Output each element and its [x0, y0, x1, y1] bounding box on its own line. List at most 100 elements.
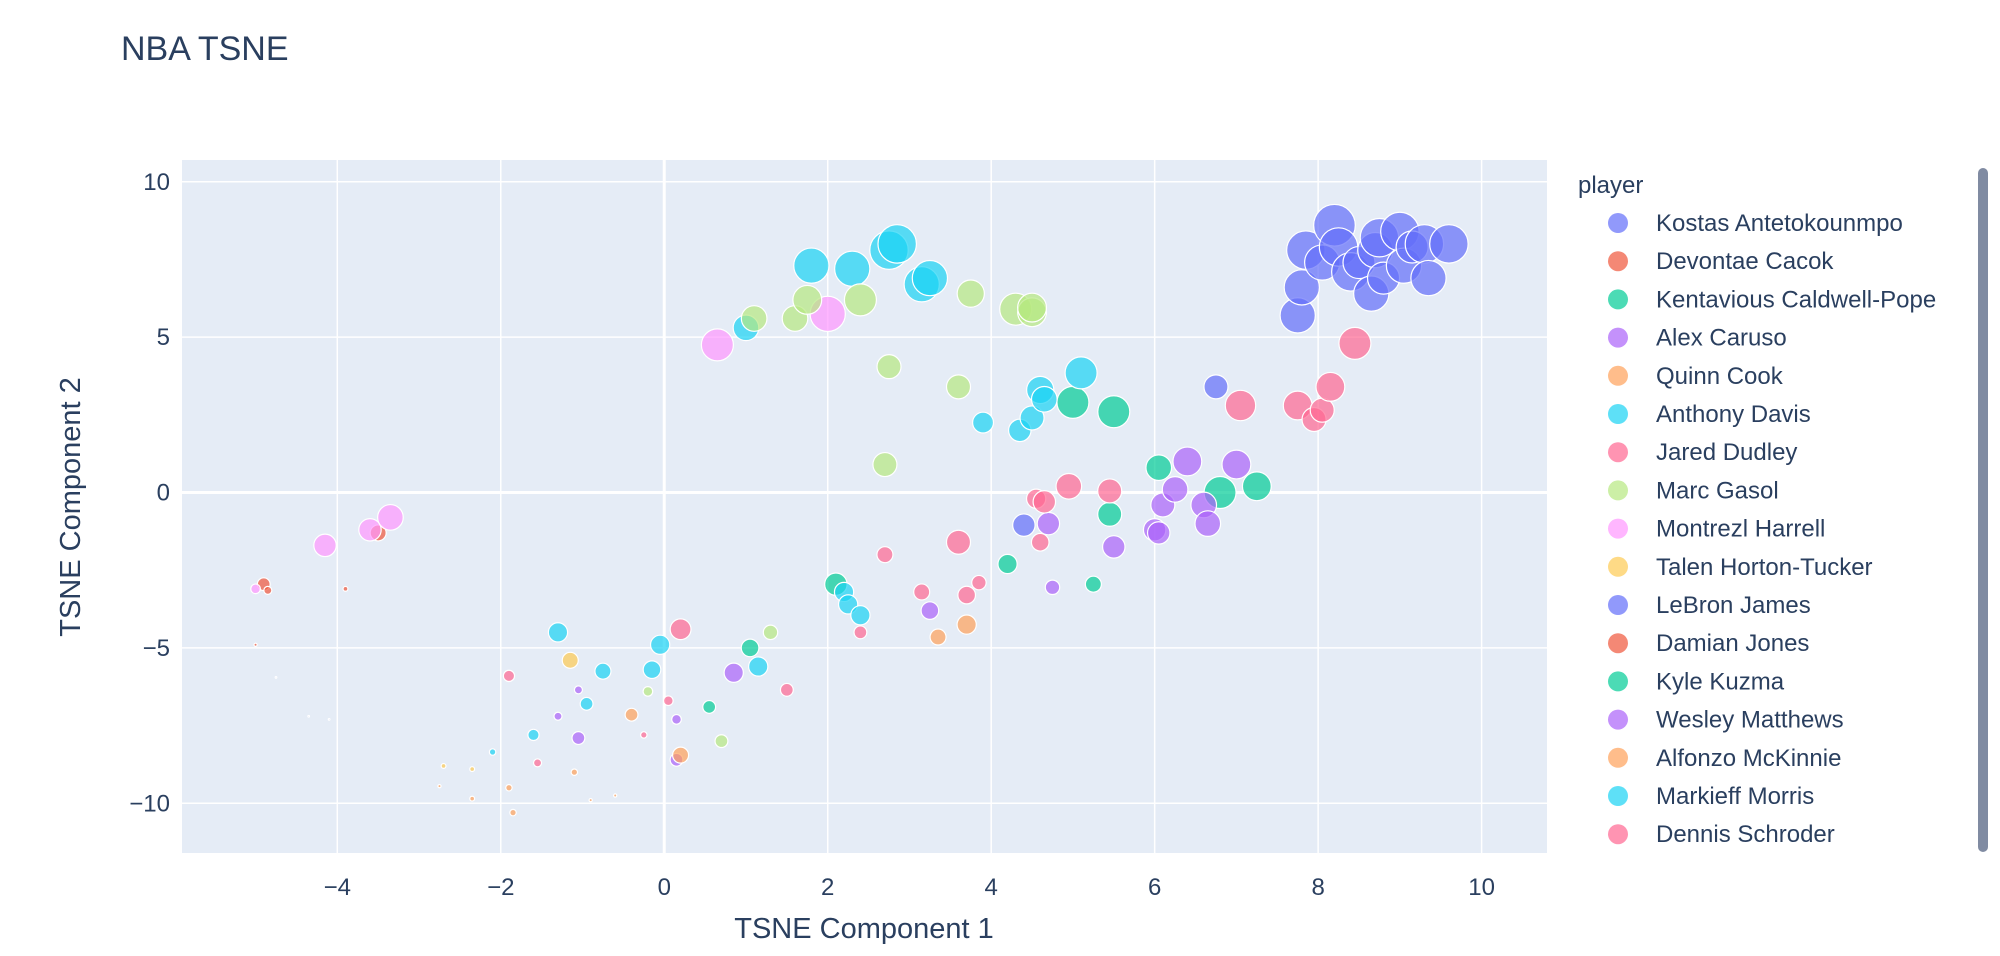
data-point[interactable] [250, 583, 261, 595]
legend-item[interactable]: Kostas Antetokounmpo [1608, 210, 1903, 237]
legend-item[interactable]: LeBron James [1608, 592, 1811, 619]
data-point[interactable] [469, 795, 476, 802]
data-point[interactable] [1146, 521, 1171, 545]
data-point[interactable] [1315, 371, 1346, 402]
data-point[interactable] [1017, 292, 1048, 323]
data-point[interactable] [843, 283, 878, 317]
data-point[interactable] [945, 374, 972, 400]
data-point[interactable] [1241, 471, 1272, 502]
data-point[interactable] [1161, 476, 1189, 503]
data-point[interactable] [342, 585, 349, 592]
data-point[interactable] [377, 503, 404, 531]
data-point[interactable] [307, 714, 311, 718]
data-point[interactable] [669, 618, 692, 641]
data-point[interactable] [700, 328, 734, 362]
data-point[interactable] [1172, 446, 1203, 477]
data-point[interactable] [1338, 326, 1372, 360]
data-point[interactable] [437, 783, 442, 789]
legend-scrollbar[interactable] [1978, 168, 1988, 852]
data-point[interactable] [1030, 385, 1058, 413]
data-point[interactable] [527, 728, 540, 742]
data-point[interactable] [877, 224, 917, 264]
data-point[interactable] [1032, 490, 1057, 514]
data-point[interactable] [1203, 374, 1229, 400]
data-point[interactable] [793, 247, 830, 284]
data-point[interactable] [532, 758, 543, 768]
data-point[interactable] [642, 686, 654, 697]
data-point[interactable] [1194, 510, 1222, 537]
data-point[interactable] [1019, 405, 1045, 431]
data-point[interactable] [671, 713, 682, 725]
data-point[interactable] [642, 660, 662, 680]
data-point[interactable] [714, 734, 729, 749]
data-point[interactable] [640, 731, 648, 739]
legend-item[interactable]: Kentavious Caldwell-Pope [1608, 286, 1936, 313]
data-point[interactable] [553, 711, 563, 721]
data-point[interactable] [662, 695, 674, 707]
data-point[interactable] [547, 622, 569, 643]
data-point[interactable] [502, 669, 516, 683]
data-point[interactable] [1036, 511, 1061, 536]
data-point[interactable] [913, 583, 931, 601]
data-point[interactable] [588, 797, 593, 803]
data-point[interactable] [740, 305, 768, 332]
data-point[interactable] [850, 605, 871, 626]
data-point[interactable] [274, 676, 278, 679]
data-point[interactable] [1012, 513, 1036, 537]
data-point[interactable] [573, 685, 584, 695]
data-point[interactable] [876, 546, 894, 564]
data-point[interactable] [1410, 259, 1447, 297]
legend-item[interactable]: Anthony Davis [1608, 401, 1811, 428]
data-point[interactable] [1030, 532, 1050, 552]
legend-item[interactable]: Talen Horton-Tucker [1608, 554, 1873, 581]
data-point[interactable] [1101, 535, 1126, 559]
data-point[interactable] [1221, 449, 1252, 480]
data-point[interactable] [1044, 579, 1061, 596]
data-point[interactable] [872, 451, 898, 478]
data-point[interactable] [1224, 389, 1257, 422]
data-point[interactable] [920, 601, 940, 621]
legend-item[interactable]: Dennis Schroder [1608, 821, 1835, 848]
data-point[interactable] [748, 656, 769, 677]
data-point[interactable] [1097, 478, 1123, 504]
data-point[interactable] [624, 707, 639, 722]
legend-item[interactable]: Wesley Matthews [1608, 707, 1844, 734]
data-point[interactable] [1097, 501, 1123, 527]
data-point[interactable] [956, 614, 977, 635]
data-point[interactable] [263, 585, 273, 596]
data-point[interactable] [1084, 575, 1102, 593]
legend-item[interactable]: Quinn Cook [1608, 363, 1784, 390]
data-point[interactable] [1064, 356, 1098, 390]
data-point[interactable] [1283, 269, 1320, 306]
data-point[interactable] [762, 624, 779, 641]
legend-item[interactable]: Montrezl Harrell [1608, 516, 1825, 543]
data-point[interactable] [1055, 472, 1083, 500]
data-point[interactable] [1097, 395, 1131, 429]
data-point[interactable] [911, 259, 949, 297]
data-point[interactable] [571, 731, 586, 746]
data-point[interactable] [1056, 385, 1090, 419]
legend-item[interactable]: Devontae Cacok [1608, 248, 1834, 275]
data-point[interactable] [594, 662, 612, 680]
data-point[interactable] [1429, 224, 1469, 264]
data-point[interactable] [509, 808, 517, 817]
data-point[interactable] [358, 518, 382, 542]
data-point[interactable] [972, 411, 995, 434]
data-point[interactable] [945, 529, 972, 555]
data-point[interactable] [740, 638, 760, 658]
legend-item[interactable]: Markieff Morris [1608, 783, 1814, 810]
data-point[interactable] [313, 533, 337, 558]
data-point[interactable] [570, 768, 579, 777]
data-point[interactable] [253, 642, 258, 647]
data-point[interactable] [834, 250, 871, 287]
data-point[interactable] [488, 748, 497, 756]
legend-item[interactable]: Jared Dudley [1608, 439, 1797, 466]
data-point[interactable] [440, 762, 447, 769]
data-point[interactable] [327, 717, 331, 721]
legend-item[interactable]: Kyle Kuzma [1608, 668, 1785, 695]
data-point[interactable] [971, 574, 987, 591]
data-point[interactable] [853, 625, 868, 640]
data-point[interactable] [779, 682, 794, 697]
data-point[interactable] [649, 634, 671, 655]
legend[interactable]: player Kostas Antetokounmpo Devontae Caco… [1578, 172, 1936, 848]
